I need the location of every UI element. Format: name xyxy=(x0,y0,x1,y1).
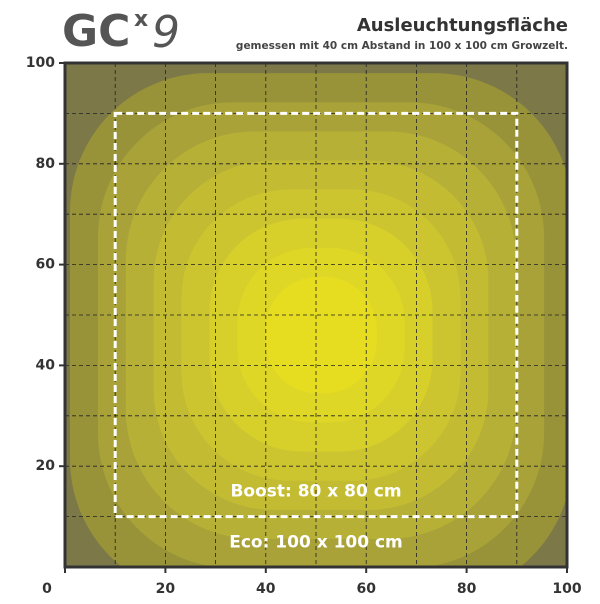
y-tick-label: 40 xyxy=(36,357,56,373)
chart-subtitle: gemessen mit 40 cm Abstand in 100 x 100 … xyxy=(236,40,568,52)
x-tick-label: 60 xyxy=(356,581,376,597)
boost-label: Boost: 80 x 80 cm xyxy=(230,482,401,502)
x-tick-label: 80 xyxy=(457,581,477,597)
eco-label: Eco: 100 x 100 cm xyxy=(229,533,403,553)
logo: 9 xyxy=(152,7,180,58)
y-tick-label: 60 xyxy=(36,257,56,273)
logo: GC xyxy=(62,6,130,57)
boost-area xyxy=(113,111,519,519)
plot xyxy=(65,63,567,567)
x-tick-label: 20 xyxy=(156,581,176,597)
y-tick-label: 100 xyxy=(26,55,55,71)
logo: x xyxy=(134,7,148,32)
chart-title: Ausleuchtungsfläche xyxy=(357,15,568,36)
x-tick-label: 40 xyxy=(256,581,276,597)
plot-frame xyxy=(63,61,569,569)
y-tick-label: 20 xyxy=(36,458,56,474)
contour-band xyxy=(265,276,377,394)
y-tick-label: 80 xyxy=(36,156,56,172)
x-tick-label: 0 xyxy=(42,581,52,597)
x-tick-label: 100 xyxy=(552,581,581,597)
